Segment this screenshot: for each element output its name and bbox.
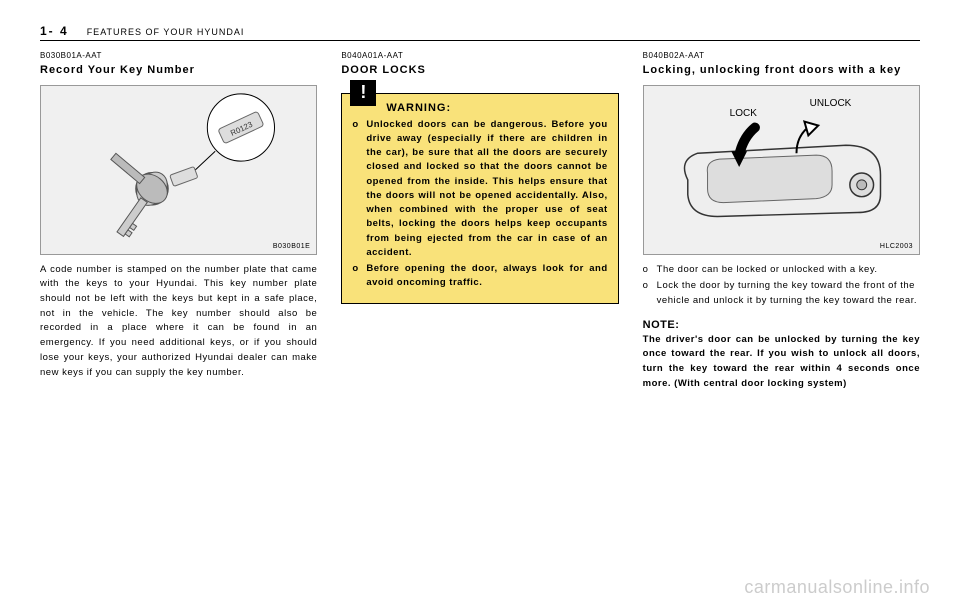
warning-list: o Unlocked doors can be dangerous. Befor…	[352, 118, 607, 291]
note-body: The driver's door can be unlocked by tur…	[643, 333, 920, 392]
door-handle-figure: LOCK UNLOCK HLC2003	[643, 85, 920, 255]
note-title: NOTE:	[643, 319, 920, 331]
warning-title: WARNING:	[386, 102, 607, 114]
section-title: DOOR LOCKS	[341, 62, 618, 79]
warning-icon: !	[350, 80, 376, 106]
header-title: FEATURES OF YOUR HYUNDAI	[87, 27, 245, 37]
page-header: 1- 4 FEATURES OF YOUR HYUNDAI	[40, 24, 920, 41]
warning-item: o Before opening the door, always look f…	[352, 262, 607, 291]
section-code: B040B02A-AAT	[643, 51, 920, 60]
bullet-list: o The door can be locked or unlocked wit…	[643, 263, 920, 309]
section-code: B040A01A-AAT	[341, 51, 618, 60]
figure-caption: B030B01E	[273, 243, 310, 250]
key-number-figure: R0123	[40, 85, 317, 255]
column-3: B040B02A-AAT Locking, unlocking front do…	[643, 51, 920, 392]
column-1: B030B01A-AAT Record Your Key Number R012…	[40, 51, 317, 392]
door-handle-illustration	[644, 86, 919, 254]
bullet: o	[643, 279, 657, 308]
bullet: o	[352, 118, 366, 261]
keys-illustration: R0123	[41, 86, 316, 254]
list-item-text: Lock the door by turning the key toward …	[657, 279, 920, 308]
section-title: Record Your Key Number	[40, 62, 317, 79]
list-item: o Lock the door by turning the key towar…	[643, 279, 920, 308]
section-title: Locking, unlocking front doors with a ke…	[643, 62, 920, 79]
section-code: B030B01A-AAT	[40, 51, 317, 60]
body-paragraph: A code number is stamped on the number p…	[40, 263, 317, 381]
warning-item: o Unlocked doors can be dangerous. Befor…	[352, 118, 607, 261]
figure-caption: HLC2003	[880, 243, 913, 250]
unlock-label: UNLOCK	[810, 98, 852, 109]
lock-label: LOCK	[730, 108, 757, 119]
column-2: B040A01A-AAT DOOR LOCKS ! WARNING: o Unl…	[341, 51, 618, 392]
bullet: o	[352, 262, 366, 291]
warning-item-text: Unlocked doors can be dangerous. Before …	[366, 118, 607, 261]
watermark: carmanualsonline.info	[744, 577, 930, 598]
page-number: 1- 4	[40, 24, 69, 38]
bullet: o	[643, 263, 657, 278]
list-item-text: The door can be locked or unlocked with …	[657, 263, 878, 278]
list-item: o The door can be locked or unlocked wit…	[643, 263, 920, 278]
warning-box: ! WARNING: o Unlocked doors can be dange…	[341, 93, 618, 304]
warning-item-text: Before opening the door, always look for…	[366, 262, 607, 291]
